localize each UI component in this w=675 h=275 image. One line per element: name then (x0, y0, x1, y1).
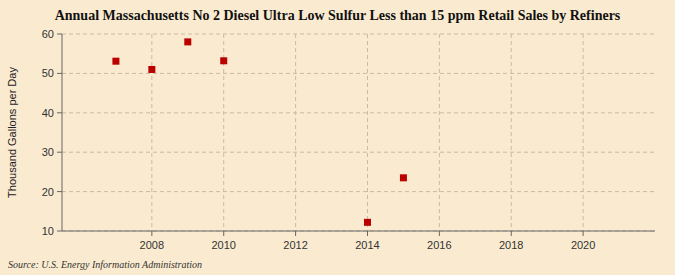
x-tick-label: 2010 (211, 239, 235, 251)
x-grid-line (151, 34, 152, 231)
x-tick (439, 231, 440, 236)
x-tick-label: 2020 (571, 239, 595, 251)
x-tick (511, 231, 512, 236)
x-tick-label: 2016 (427, 239, 451, 251)
x-grid-line (439, 34, 440, 231)
x-tick (151, 231, 152, 236)
y-grid-line (62, 112, 655, 113)
y-tick-label: 20 (42, 186, 54, 198)
y-tick (57, 34, 62, 35)
y-tick-label: 50 (42, 67, 54, 79)
y-tick (57, 112, 62, 113)
axes: 2008 2010 2012 2014 2016 2018 2020 10 20 30 40 50 60 (42, 28, 655, 251)
x-tick (295, 231, 296, 236)
x-grid-line (583, 34, 584, 231)
x-tick-label: 2008 (140, 239, 164, 251)
y-tick (57, 152, 62, 153)
x-tick-label: 2014 (355, 239, 379, 251)
source-note: Source: U.S. Energy Information Administ… (8, 259, 202, 270)
y-tick (57, 231, 62, 232)
background (0, 0, 675, 275)
point (220, 57, 227, 64)
y-grid-line (62, 231, 655, 232)
x-tick (367, 231, 368, 236)
x-grid-line (295, 34, 296, 231)
y-axis-label: Thousand Gallons per Day (6, 67, 18, 198)
y-tick-label: 40 (42, 107, 54, 119)
x-tick-label: 2018 (499, 239, 523, 251)
y-tick (57, 73, 62, 74)
grid (62, 34, 655, 231)
y-grid-line (62, 152, 655, 153)
x-tick-label: 2012 (283, 239, 307, 251)
y-grid-line (62, 34, 655, 35)
x-tick (223, 231, 224, 236)
point (148, 66, 155, 73)
y-tick-label: 30 (42, 146, 54, 158)
y-tick (57, 191, 62, 192)
title: Annual Massachusetts No 2 Diesel Ultra L… (55, 8, 621, 23)
point (364, 219, 371, 226)
point (184, 38, 191, 45)
point (112, 58, 119, 65)
y-grid-line (62, 73, 655, 74)
x-grid-line (367, 34, 368, 231)
x-axis-line (62, 231, 655, 232)
chart-container: 2008 2010 2012 2014 2016 2018 2020 10 20 30 40 50 60… (0, 0, 675, 275)
point (400, 174, 407, 181)
chart: 2008 2010 2012 2014 2016 2018 2020 10 20 30 40 50 60… (0, 0, 675, 275)
y-tick-label: 60 (42, 28, 54, 40)
x-tick (583, 231, 584, 236)
y-grid-line (62, 191, 655, 192)
y-axis-line (62, 34, 63, 231)
y-tick-label: 10 (42, 225, 54, 237)
x-grid-line (511, 34, 512, 231)
points (112, 38, 407, 225)
